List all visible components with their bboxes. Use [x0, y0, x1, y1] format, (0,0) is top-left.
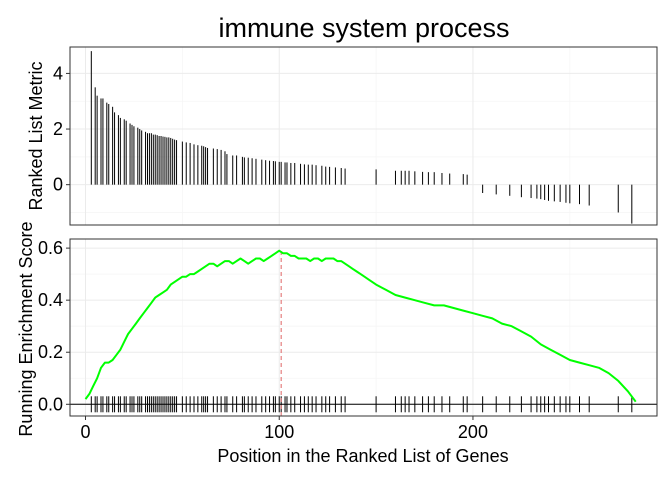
- enrichment-y-tick-label: 0.6: [38, 238, 63, 258]
- ranked-metric-y-tick-label: 0: [53, 175, 63, 195]
- enrichment-y-tick-label: 0.0: [38, 394, 63, 414]
- ranked-metric-y-tick-label: 2: [53, 119, 63, 139]
- x-axis-title: Position in the Ranked List of Genes: [217, 446, 508, 466]
- ranked-metric-panel: 0 2 4 Ranked List Metric: [26, 46, 658, 226]
- running-enrichment-line: [84, 249, 637, 403]
- gene-hit-rug: [90, 396, 633, 413]
- x-tick-label: 200: [458, 422, 488, 442]
- ranked-metric-y-axis-title: Ranked List Metric: [26, 61, 46, 210]
- enrichment-panel-border: [69, 238, 658, 417]
- enrichment-panel: 0.0 0.2 0.4 0.6 0 100 200 Running Enrichment …: [16, 221, 658, 442]
- ranked-metric-y-axis: 0 2 4: [53, 63, 70, 195]
- enrichment-y-tick-label: 0.4: [38, 290, 63, 310]
- enrichment-grid: [70, 239, 657, 416]
- ranked-metric-y-tick-label: 4: [53, 63, 63, 83]
- x-tick-label: 0: [80, 422, 90, 442]
- chart-title: immune system process: [218, 13, 509, 43]
- x-tick-label: 100: [264, 422, 294, 442]
- ranked-metric-panel-border: [69, 46, 658, 226]
- enrichment-y-tick-label: 0.2: [38, 342, 63, 362]
- ranked-metric-bars: [90, 51, 633, 224]
- ranked-metric-grid: [70, 47, 657, 225]
- x-axis: 0 100 200: [80, 416, 488, 442]
- enrichment-y-axis: 0.0 0.2 0.4 0.6: [38, 238, 70, 414]
- enrichment-y-axis-title: Running Enrichment Score: [16, 221, 36, 436]
